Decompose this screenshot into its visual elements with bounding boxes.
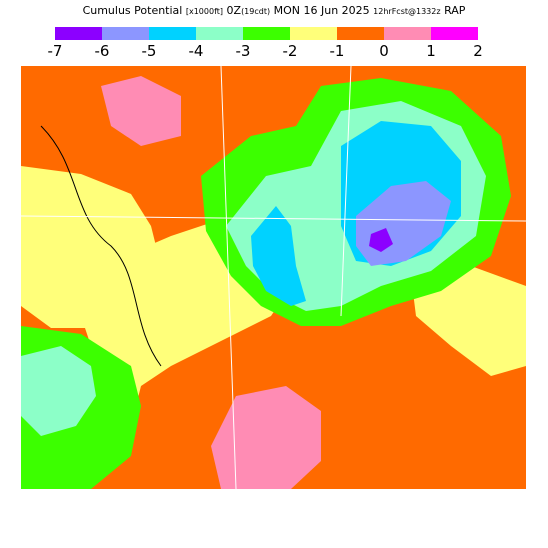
legend-ticks: -7 -6 -5 -4 -3 -2 -1 0 1 2 [0,40,548,60]
legend-swatch [243,27,290,40]
legend-tick-label: -7 [47,42,63,60]
color-legend [55,27,478,40]
legend-tick-label: -5 [141,42,157,60]
cyan-lake-michigan-west [251,206,306,306]
title-local-time: (19cdt) [241,7,271,16]
legend-tick-label: 1 [426,42,436,60]
county-boundary-line [40,125,162,367]
cumulus-potential-map [21,66,526,489]
legend-swatch [55,27,102,40]
legend-swatch [290,27,337,40]
purple-lake-region [369,228,393,252]
pink-south [211,386,321,489]
legend-swatch [149,27,196,40]
legend-tick-label: 0 [379,42,389,60]
legend-tick-label: -6 [94,42,110,60]
legend-swatch [196,27,243,40]
yellow-east [411,266,526,376]
title-date: MON 16 Jun 2025 [273,4,370,17]
title-init: 12hrFcst@1332z [373,7,441,16]
teal-southwest [21,346,96,436]
pink-north [101,76,181,146]
legend-swatch [337,27,384,40]
title-unit: [x1000ft] [185,7,224,16]
legend-tick-label: -2 [282,42,298,60]
legend-tick-label: 2 [473,42,483,60]
title-field-name: Cumulus Potential [82,4,183,17]
map-title: Cumulus Potential [x1000ft] 0Z(19cdt) MO… [0,4,548,17]
legend-tick-label: -4 [188,42,204,60]
legend-swatch [431,27,478,40]
state-boundary-line [21,66,526,489]
legend-tick-label: -1 [329,42,345,60]
title-hour: 0Z [226,4,242,17]
legend-tick-label: -3 [235,42,251,60]
title-model: RAP [444,4,466,17]
legend-swatch [102,27,149,40]
legend-swatch [384,27,431,40]
